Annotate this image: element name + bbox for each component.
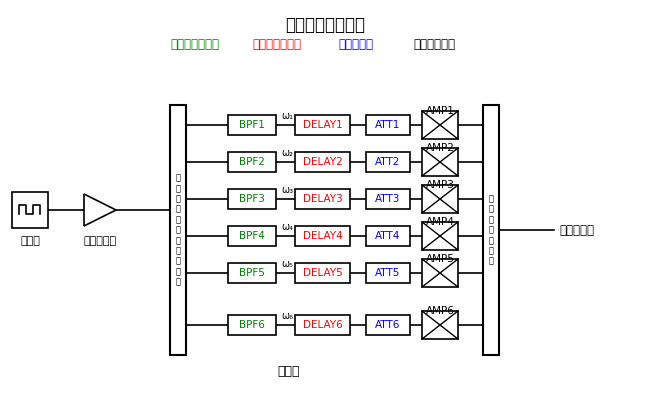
Text: AMP1: AMP1 xyxy=(426,106,454,116)
Text: BPF3: BPF3 xyxy=(239,194,265,204)
Text: 負荷装置へ: 負荷装置へ xyxy=(559,224,594,237)
Text: メインアンプ: メインアンプ xyxy=(413,38,455,51)
Bar xyxy=(228,189,276,209)
Text: 帯域フィルター: 帯域フィルター xyxy=(170,38,219,51)
Text: 信号源: 信号源 xyxy=(20,236,40,246)
Text: 周波数分割ライン: 周波数分割ライン xyxy=(285,16,365,34)
Bar xyxy=(422,148,458,176)
Text: DELAY1: DELAY1 xyxy=(303,120,343,130)
Text: DELAY4: DELAY4 xyxy=(303,231,343,241)
Bar xyxy=(366,152,410,172)
Text: ω₆: ω₆ xyxy=(281,311,293,321)
Bar xyxy=(422,111,458,139)
Text: ATT5: ATT5 xyxy=(375,268,400,278)
Bar xyxy=(483,105,499,355)
Text: ATT2: ATT2 xyxy=(375,157,400,167)
Bar xyxy=(228,226,276,246)
Text: ω₅: ω₅ xyxy=(281,259,293,269)
Text: ω₄: ω₄ xyxy=(281,222,293,232)
Bar xyxy=(366,115,410,135)
Text: AMP4: AMP4 xyxy=(426,217,454,227)
Bar xyxy=(295,315,350,335)
Text: AMP2: AMP2 xyxy=(426,143,454,153)
Bar xyxy=(170,105,186,355)
Text: ATT4: ATT4 xyxy=(375,231,400,241)
Text: ω₂: ω₂ xyxy=(281,148,293,158)
Text: プレアンプ: プレアンプ xyxy=(83,236,116,246)
Bar xyxy=(295,152,350,172)
Bar xyxy=(228,115,276,135)
Text: BPF6: BPF6 xyxy=(239,320,265,330)
Text: DELAY6: DELAY6 xyxy=(303,320,343,330)
Text: 周
波
数
パ
ワ
ー
ス
プ
リ
ッ
タ: 周 波 数 パ ワ ー ス プ リ ッ タ xyxy=(176,173,181,286)
Text: ω₃: ω₃ xyxy=(281,185,293,195)
Bar xyxy=(366,189,410,209)
Text: DELAY3: DELAY3 xyxy=(303,194,343,204)
Text: 周波数: 周波数 xyxy=(278,365,300,378)
Bar xyxy=(228,152,276,172)
Bar xyxy=(295,226,350,246)
Text: 振幅調整器: 振幅調整器 xyxy=(338,38,373,51)
Bar xyxy=(422,259,458,287)
Bar xyxy=(12,192,48,228)
Bar xyxy=(422,311,458,339)
Bar xyxy=(422,222,458,250)
Bar xyxy=(295,263,350,283)
Text: BPF4: BPF4 xyxy=(239,231,265,241)
Text: 時間遅延調整器: 時間遅延調整器 xyxy=(252,38,301,51)
Text: AMP6: AMP6 xyxy=(426,306,454,316)
Text: BPF2: BPF2 xyxy=(239,157,265,167)
Polygon shape xyxy=(84,194,116,226)
Text: DELAY5: DELAY5 xyxy=(303,268,343,278)
Bar xyxy=(366,226,410,246)
Text: AMP5: AMP5 xyxy=(426,254,454,264)
Bar xyxy=(366,315,410,335)
Text: ω₁: ω₁ xyxy=(281,111,293,121)
Bar xyxy=(295,189,350,209)
Bar xyxy=(228,263,276,283)
Bar xyxy=(366,263,410,283)
Text: ATT3: ATT3 xyxy=(375,194,400,204)
Text: DELAY2: DELAY2 xyxy=(303,157,343,167)
Text: BPF1: BPF1 xyxy=(239,120,265,130)
Text: BPF5: BPF5 xyxy=(239,268,265,278)
Text: ATT6: ATT6 xyxy=(375,320,400,330)
Bar xyxy=(422,185,458,213)
Bar xyxy=(228,315,276,335)
Text: 電
力
コ
ン
バ
イ
ナ: 電 力 コ ン バ イ ナ xyxy=(489,194,493,266)
Bar xyxy=(295,115,350,135)
Text: ATT1: ATT1 xyxy=(375,120,400,130)
Text: AMP3: AMP3 xyxy=(426,180,454,190)
